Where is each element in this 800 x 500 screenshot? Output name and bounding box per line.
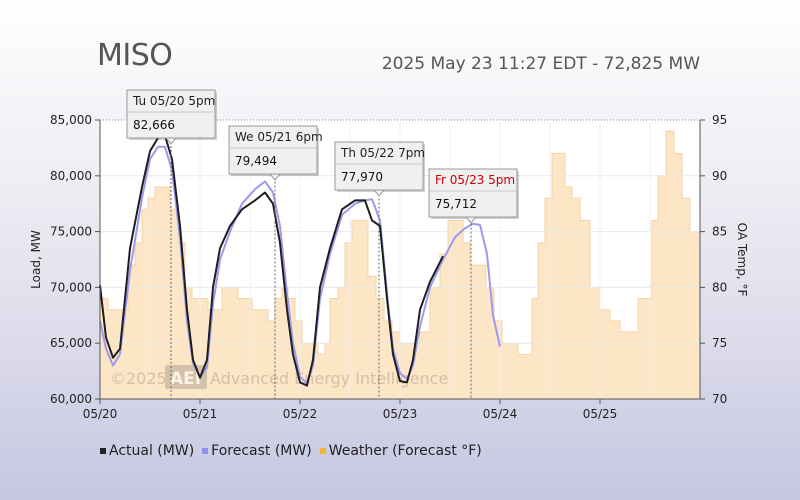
watermark: ©2025 AEI Advanced Energy Intelligence: [110, 365, 448, 389]
callout-pointer: [164, 137, 178, 145]
callout-1: We 05/21 6pm 79,494: [228, 125, 323, 399]
x-tick-label: 05/25: [583, 407, 618, 421]
callout-pointer: [464, 216, 478, 224]
watermark-copyright: ©2025: [110, 369, 167, 388]
y-tick-label: 65,000: [50, 336, 92, 350]
callout-pointer: [372, 189, 386, 197]
y-tick-label: 70,000: [50, 280, 92, 294]
callout-label: Th 05/22 7pm: [340, 146, 425, 160]
x-tick-label: 05/24: [483, 407, 518, 421]
y-tick-label: 80,000: [50, 169, 92, 183]
legend-swatch-forecast: [202, 448, 209, 454]
callout-label: Fr 05/23 5pm: [435, 173, 515, 187]
callout-label: Tu 05/20 5pm: [132, 94, 215, 108]
y2-tick-label: 95: [712, 113, 727, 127]
chart-legend: Actual (MW) Forecast (MW) Weather (Forec…: [100, 443, 486, 459]
callout-label: We 05/21 6pm: [235, 130, 323, 144]
y2-tick-label: 85: [712, 225, 727, 239]
y-tick-label: 85,000: [50, 113, 92, 127]
y2-axis-title: OA Temp, °F: [735, 223, 749, 297]
page-title: MISO: [97, 38, 173, 73]
callout-value: 79,494: [235, 154, 277, 168]
callout-box: [334, 141, 424, 191]
legend-item-forecast[interactable]: Forecast (MW): [202, 443, 312, 459]
callout-0: Tu 05/20 5pm 82,666: [126, 89, 217, 399]
legend-swatch-actual: [100, 448, 106, 454]
y2-tick-label: 75: [712, 336, 727, 350]
x-tick-label: 05/20: [83, 407, 118, 421]
x-tick-label: 05/23: [383, 407, 418, 421]
callout-2: Th 05/22 7pm 77,970: [334, 141, 425, 399]
callout-3: Fr 05/23 5pm 75,712: [428, 168, 519, 399]
legend-label-forecast: Forecast (MW): [211, 443, 312, 459]
legend-label-actual: Actual (MW): [109, 443, 195, 459]
legend-swatch-weather: [319, 448, 326, 454]
y-tick-label: 75,000: [50, 225, 92, 239]
y2-tick-label: 70: [712, 392, 727, 406]
callout-box: [126, 89, 216, 139]
watermark-company: Advanced Energy Intelligence: [210, 369, 448, 388]
status-timestamp-load: 2025 May 23 11:27 EDT - 72,825 MW: [381, 54, 700, 74]
callout-value: 82,666: [133, 118, 175, 132]
watermark-logo: AEI: [170, 369, 201, 389]
callout-value: 75,712: [435, 197, 477, 211]
forecast-line: [99, 145, 501, 385]
y-tick-label: 60,000: [50, 392, 92, 406]
legend-label-weather: Weather (Forecast °F): [328, 443, 482, 459]
callout-box: [428, 168, 518, 218]
y2-tick-label: 80: [712, 280, 727, 294]
callout-pointer: [268, 173, 282, 181]
y-axis-title: Load, MW: [29, 230, 43, 289]
legend-item-actual[interactable]: Actual (MW): [100, 443, 194, 459]
y2-tick-label: 90: [712, 169, 727, 183]
x-tick-label: 05/21: [183, 407, 218, 421]
legend-item-weather[interactable]: Weather (Forecast °F): [319, 443, 482, 459]
callout-value: 77,970: [341, 170, 383, 184]
x-tick-label: 05/22: [283, 407, 318, 421]
